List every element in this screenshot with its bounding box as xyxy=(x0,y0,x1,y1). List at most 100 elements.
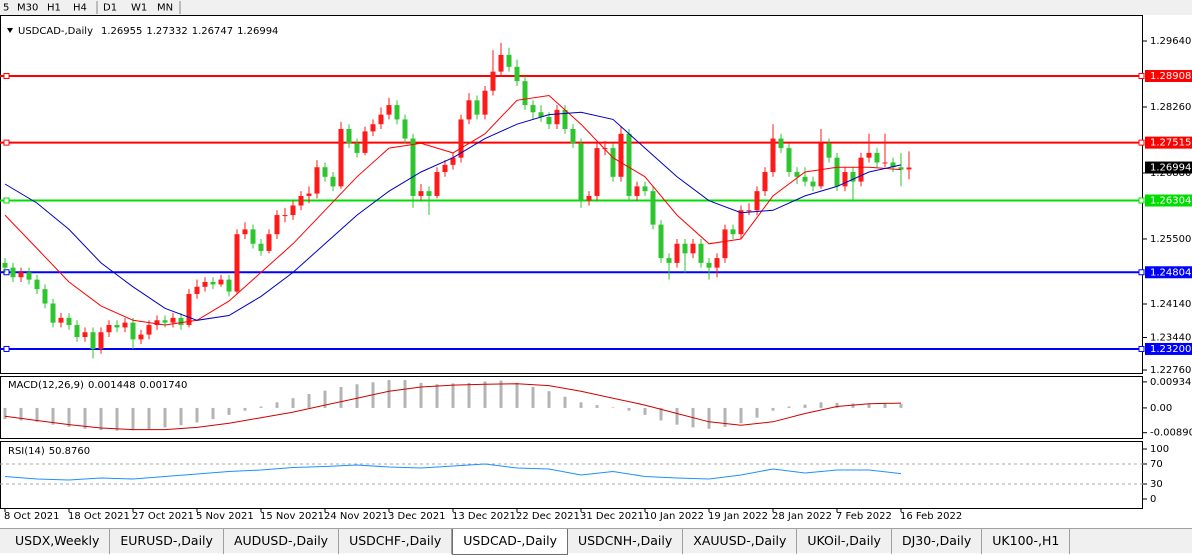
price-panel xyxy=(0,15,1143,374)
candle-body xyxy=(618,133,624,177)
macd-bar xyxy=(739,407,743,424)
rsi-panel xyxy=(0,441,1143,509)
macd-bar xyxy=(419,382,423,408)
level-anchor xyxy=(1138,73,1145,80)
macd-bar xyxy=(243,407,247,411)
candle-body xyxy=(818,143,824,187)
timeframe-button[interactable]: W1 xyxy=(131,3,147,14)
level-price-label: 1.28908 xyxy=(1150,71,1191,82)
x-tick-label: 10 Jan 2022 xyxy=(644,511,704,522)
candle-body xyxy=(298,195,304,206)
macd-bar xyxy=(131,407,135,431)
x-tick-label: 22 Dec 2021 xyxy=(516,511,580,522)
indicator-line xyxy=(4,111,902,321)
timeframe-button[interactable]: MN xyxy=(157,3,173,14)
candle-body xyxy=(194,286,200,294)
candle-body xyxy=(34,279,40,290)
y-tick-label: 1.23440 xyxy=(1150,332,1191,343)
candle-body xyxy=(282,215,288,217)
candle-body xyxy=(466,100,472,120)
candle-body xyxy=(250,229,256,244)
level-anchor xyxy=(3,197,10,204)
candle-body xyxy=(114,325,120,328)
macd-bar xyxy=(659,407,663,421)
candle-body xyxy=(426,191,432,196)
candle-body xyxy=(866,152,872,158)
symbol-tab[interactable]: USDCNH-,Daily xyxy=(568,529,684,554)
candle-body xyxy=(346,128,352,144)
candle-body xyxy=(634,186,640,196)
candle-body xyxy=(442,164,448,173)
timeframe-button[interactable]: 5 xyxy=(3,3,9,14)
candle-body xyxy=(394,105,400,120)
timeframe-button[interactable]: D1 xyxy=(103,3,117,14)
candle-body xyxy=(378,114,384,125)
macd-bar xyxy=(851,403,855,408)
y-tick-label: 70 xyxy=(1150,459,1163,470)
candle-body xyxy=(58,317,64,323)
symbol-tab[interactable]: USDX,Weekly xyxy=(5,529,111,554)
macd-bar xyxy=(323,390,327,408)
candle-body xyxy=(786,148,792,173)
macd-bar xyxy=(147,407,151,430)
candle-body xyxy=(674,243,680,263)
y-tick-label: 1.28260 xyxy=(1150,102,1191,113)
candle-body xyxy=(498,54,504,72)
level-price-box xyxy=(1145,70,1192,83)
rsi-title: RSI(14) xyxy=(8,446,45,457)
level-anchor xyxy=(1138,139,1145,146)
candle-body xyxy=(338,128,344,187)
level-anchor xyxy=(1138,345,1145,352)
candle-body xyxy=(130,322,136,340)
symbol-tab[interactable]: XAUUSD-,Daily xyxy=(683,529,798,554)
candle-body xyxy=(234,234,240,292)
candle-body xyxy=(658,224,664,259)
symbol-tab[interactable]: USDCHF-,Daily xyxy=(339,529,453,554)
high-value: 1.27332 xyxy=(146,26,187,37)
open-value: 1.26955 xyxy=(101,26,142,37)
y-tick-label: 30 xyxy=(1150,479,1163,490)
candle-body xyxy=(242,229,248,235)
macd-bar xyxy=(835,402,839,408)
x-tick-label: 28 Jan 2022 xyxy=(772,511,832,522)
symbol-tab[interactable]: AUDUSD-,Daily xyxy=(224,529,340,554)
y-tick-label: 0.00 xyxy=(1150,403,1172,414)
candle-body xyxy=(802,176,808,182)
symbol-tab[interactable]: UK100-,H1 xyxy=(982,529,1071,554)
candle-body xyxy=(794,172,800,177)
candle-body xyxy=(834,157,840,187)
macd-bar xyxy=(227,407,231,415)
candle-body xyxy=(274,215,280,235)
macd-bar xyxy=(755,407,759,418)
macd-bar xyxy=(291,398,295,408)
chart-window: USDCAD-,Daily 1.26955 1.27332 1.26747 1.2699… xyxy=(0,0,1192,522)
candle-body xyxy=(826,143,832,158)
timeframe-button[interactable]: H1 xyxy=(47,3,61,14)
candle-body xyxy=(610,148,616,177)
candle-body xyxy=(474,100,480,115)
symbol-tab[interactable]: USDCAD-,Daily xyxy=(452,529,568,555)
macd-bar xyxy=(883,403,887,408)
candle-body xyxy=(434,172,440,196)
candle-body xyxy=(642,186,648,192)
candle-body xyxy=(2,262,8,268)
candle-body xyxy=(162,320,168,323)
macd-bar xyxy=(771,407,775,411)
macd-bar xyxy=(867,403,871,408)
symbol-tab[interactable]: EURUSD-,Daily xyxy=(110,529,224,554)
candle-body xyxy=(906,167,912,170)
macd-bar xyxy=(547,391,551,408)
candle-body xyxy=(522,81,528,106)
timeframe-button[interactable]: H4 xyxy=(73,3,87,14)
timeframe-button[interactable]: M30 xyxy=(17,3,38,14)
indicator-line xyxy=(4,463,902,481)
candle-body xyxy=(490,71,496,91)
symbol-tab[interactable]: UKOil-,Daily xyxy=(797,529,892,554)
x-tick-label: 31 Dec 2021 xyxy=(580,511,644,522)
toolbar xyxy=(0,0,1192,15)
macd-bar xyxy=(467,382,471,408)
candle-body xyxy=(458,119,464,158)
symbol-tab[interactable]: DJ30-,Daily xyxy=(892,529,983,554)
candle-body xyxy=(42,289,48,304)
